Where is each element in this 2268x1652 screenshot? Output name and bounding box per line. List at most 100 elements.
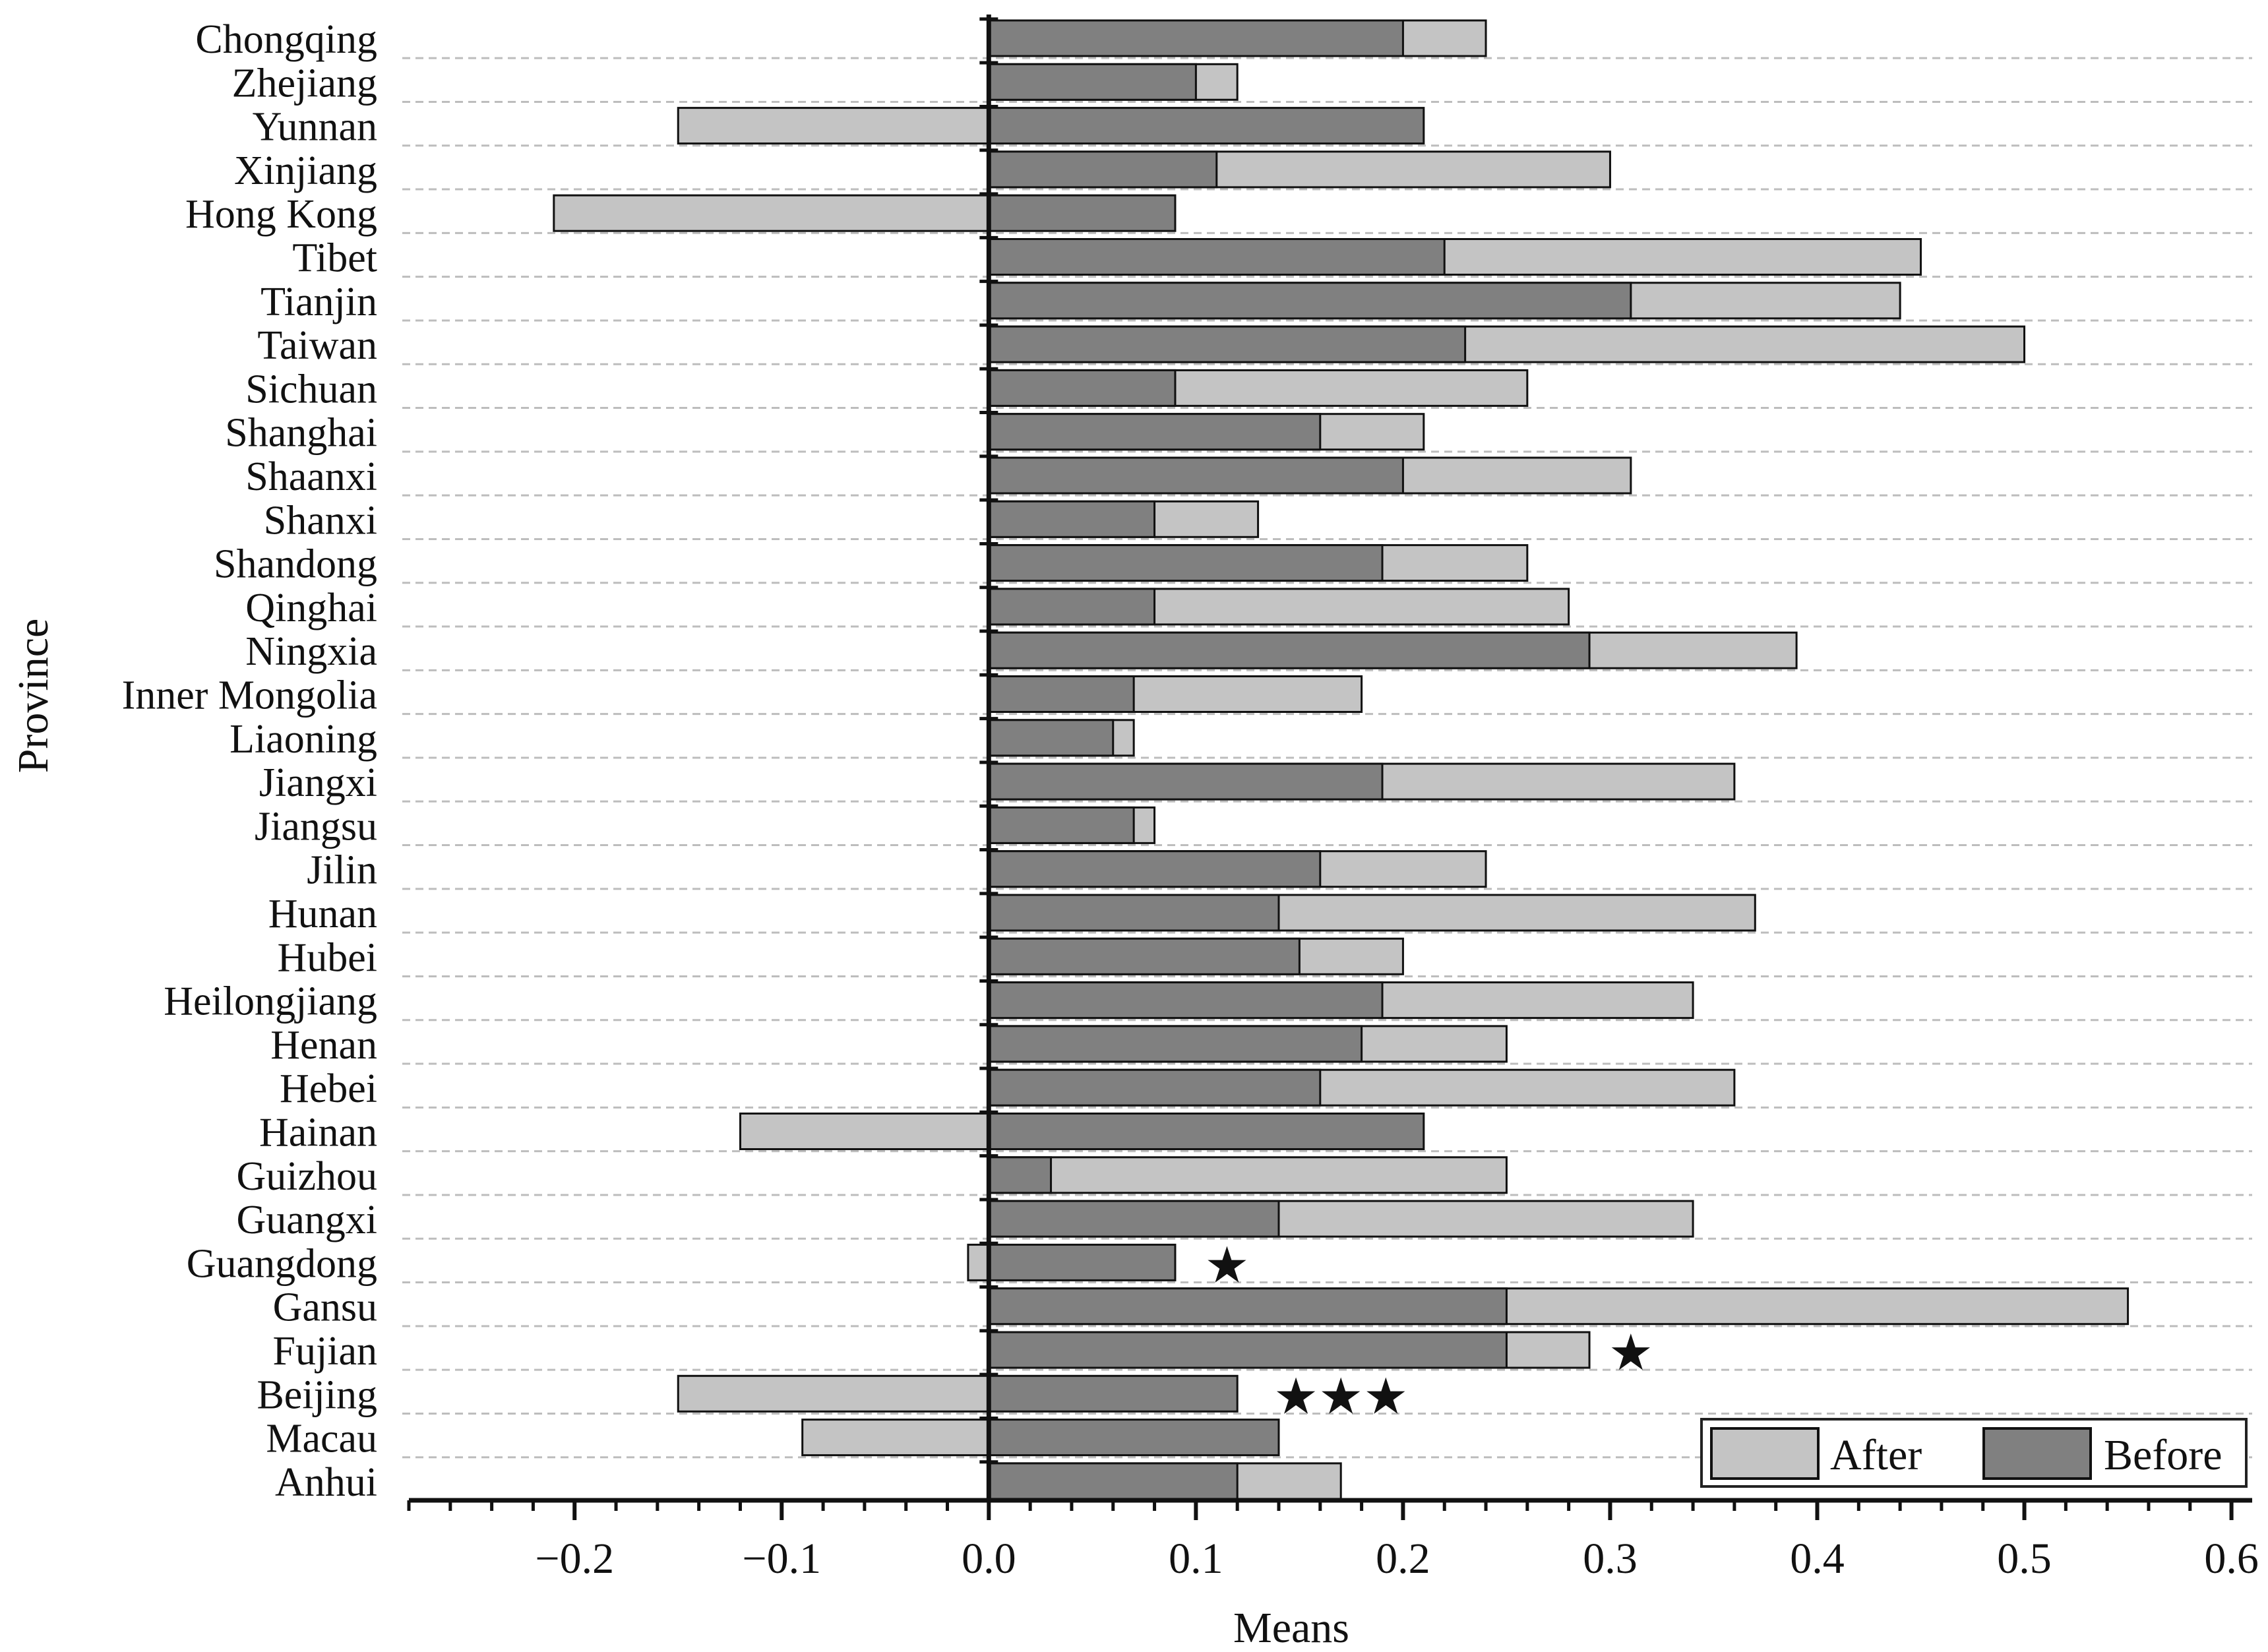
bar-before-anhui <box>987 1462 1239 1500</box>
category-label-shanghai: Shanghai <box>225 411 377 456</box>
x-tick-label: 0.1 <box>1169 1535 1223 1583</box>
bar-before-jiangsu <box>987 806 1135 844</box>
bar-before-shanxi <box>987 500 1156 538</box>
bar-before-macau <box>987 1419 1280 1457</box>
bar-before-xinjiang <box>987 150 1218 189</box>
bar-before-hebei <box>987 1068 1322 1107</box>
category-label-guangdong: Guangdong <box>187 1241 377 1286</box>
significance-marker-fujian: ★ <box>1609 1323 1653 1382</box>
bar-before-sichuan <box>987 369 1177 407</box>
category-label-henan: Henan <box>270 1023 377 1068</box>
category-label-beijing: Beijing <box>257 1372 377 1417</box>
category-label-gansu: Gansu <box>273 1285 377 1330</box>
legend-label-before: Before <box>2104 1431 2222 1479</box>
bar-before-shaanxi <box>987 456 1404 495</box>
bar-before-gansu <box>987 1287 1508 1326</box>
y-axis-title: Province <box>9 619 57 774</box>
category-label-anhui: Anhui <box>275 1460 377 1505</box>
category-label-hebei: Hebei <box>280 1066 377 1111</box>
bar-before-qinghai <box>987 588 1156 626</box>
category-label-taiwan: Taiwan <box>257 323 377 368</box>
bar-before-tianjin <box>987 282 1632 320</box>
x-tick-label: 0.6 <box>2204 1535 2259 1583</box>
bar-before-hubei <box>987 937 1301 975</box>
bar-after-yunnan <box>677 107 990 145</box>
bar-before-jiangxi <box>987 762 1384 801</box>
bar-before-shandong <box>987 544 1384 582</box>
category-label-qinghai: Qinghai <box>245 586 377 630</box>
category-label-tibet: Tibet <box>292 236 377 281</box>
bar-before-heilongjiang <box>987 981 1384 1020</box>
x-tick-label: 0.3 <box>1583 1535 1638 1583</box>
bar-before-jilin <box>987 850 1322 888</box>
bar-before-chongqing <box>987 19 1404 57</box>
bar-before-inner-mongolia <box>987 675 1135 713</box>
bar-before-henan <box>987 1025 1363 1063</box>
bar-before-hainan <box>987 1113 1425 1150</box>
annotations: ★★★★★ <box>1204 1235 1653 1425</box>
bar-before-beijing <box>987 1374 1239 1413</box>
bar-before-liaoning <box>987 719 1115 757</box>
category-label-chongqing: Chongqing <box>195 17 377 62</box>
significance-marker-beijing: ★★★ <box>1273 1366 1408 1425</box>
x-tick-label: −0.1 <box>742 1535 821 1583</box>
category-label-hainan: Hainan <box>259 1111 377 1155</box>
category-label-fujian: Fujian <box>273 1329 377 1374</box>
x-tick-label: −0.2 <box>535 1535 614 1583</box>
category-label-guizhou: Guizhou <box>236 1154 377 1199</box>
bar-before-fujian <box>987 1331 1508 1369</box>
bar-before-shanghai <box>987 413 1322 451</box>
category-label-sichuan: Sichuan <box>245 367 377 412</box>
bar-after-guangdong <box>967 1243 990 1281</box>
bars <box>553 19 2130 1500</box>
bar-before-guangxi <box>987 1200 1280 1238</box>
x-tick-label: 0.5 <box>1997 1535 2052 1583</box>
bar-before-ningxia <box>987 631 1591 669</box>
category-label-hubei: Hubei <box>277 935 377 980</box>
legend-swatch-after <box>1710 1427 1820 1480</box>
significance-marker-guangdong: ★ <box>1204 1235 1249 1294</box>
category-label-heilongjiang: Heilongjiang <box>164 979 377 1024</box>
gridlines <box>402 57 2252 1459</box>
x-axis-title: Means <box>1233 1604 1349 1652</box>
category-label-shaanxi: Shaanxi <box>245 454 377 499</box>
category-label-jiangsu: Jiangsu <box>255 804 377 849</box>
bar-before-tibet <box>987 238 1446 276</box>
legend-label-after: After <box>1830 1431 1922 1479</box>
category-label-xinjiang: Xinjiang <box>234 148 377 193</box>
legend: After Before <box>1700 1418 2248 1488</box>
bar-after-beijing <box>677 1374 990 1413</box>
category-label-jilin: Jilin <box>307 848 377 893</box>
bar-after-macau <box>801 1419 990 1457</box>
category-label-yunnan: Yunnan <box>253 105 377 150</box>
legend-swatch-before <box>1982 1427 2092 1480</box>
category-label-shanxi: Shanxi <box>264 498 377 543</box>
x-tick-label: 0.0 <box>962 1535 1016 1583</box>
category-label-guangxi: Guangxi <box>236 1198 377 1242</box>
bar-before-hunan <box>987 894 1280 932</box>
category-label-inner-mongolia: Inner Mongolia <box>122 673 377 718</box>
x-tick-label: 0.4 <box>1790 1535 1845 1583</box>
axes: −0.2 −0.1 0.0 0.1 0.2 0.3 0.4 0.5 0.6 <box>407 15 2259 1583</box>
bar-after-hong-kong <box>553 194 990 232</box>
bar-before-zhejiang <box>987 63 1197 101</box>
bar-after-guizhou <box>987 1156 1508 1194</box>
bar-before-taiwan <box>987 325 1467 363</box>
category-label-tianjin: Tianjin <box>261 280 377 324</box>
category-label-jiangxi: Jiangxi <box>259 760 377 805</box>
bar-before-guangdong <box>987 1243 1177 1281</box>
category-label-macau: Macau <box>266 1417 377 1461</box>
category-label-zhejiang: Zhejiang <box>232 61 377 106</box>
bar-before-hong-kong <box>987 194 1177 232</box>
category-label-hong-kong: Hong Kong <box>185 192 377 237</box>
bar-after-hainan <box>739 1113 990 1150</box>
x-tick-label: 0.2 <box>1376 1535 1430 1583</box>
category-label-ningxia: Ningxia <box>245 629 377 674</box>
category-label-liaoning: Liaoning <box>230 717 377 762</box>
bar-before-guizhou <box>987 1156 1053 1194</box>
bar-before-yunnan <box>987 107 1425 145</box>
category-label-shandong: Shandong <box>214 542 377 587</box>
category-label-hunan: Hunan <box>268 892 377 936</box>
